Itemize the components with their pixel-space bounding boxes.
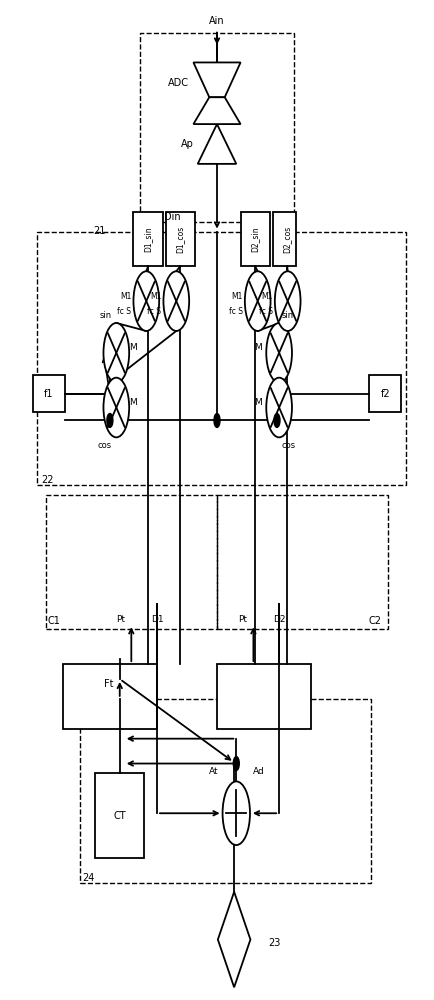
Circle shape xyxy=(266,323,292,383)
Bar xyxy=(133,212,163,266)
Bar xyxy=(63,664,157,729)
Circle shape xyxy=(245,271,270,331)
Text: Pt: Pt xyxy=(116,615,125,624)
Text: 21: 21 xyxy=(93,227,105,236)
Text: Ad: Ad xyxy=(253,767,264,776)
Circle shape xyxy=(266,378,292,437)
Text: Ain: Ain xyxy=(209,16,225,26)
Bar xyxy=(217,664,311,729)
Text: sin: sin xyxy=(100,311,112,320)
Text: f1: f1 xyxy=(44,389,53,399)
Circle shape xyxy=(274,413,280,427)
Text: D2: D2 xyxy=(273,615,286,624)
Text: cos: cos xyxy=(98,441,112,450)
Circle shape xyxy=(214,413,220,427)
Polygon shape xyxy=(198,124,236,164)
Bar xyxy=(240,212,270,266)
Polygon shape xyxy=(218,892,250,987)
Bar xyxy=(369,375,401,412)
Text: CT: CT xyxy=(113,811,126,821)
Circle shape xyxy=(103,323,129,383)
Text: M1: M1 xyxy=(231,292,243,301)
Polygon shape xyxy=(194,97,240,124)
Text: 24: 24 xyxy=(82,873,95,883)
Text: D1_sin: D1_sin xyxy=(144,226,152,252)
Text: M1: M1 xyxy=(150,292,161,301)
Text: 23: 23 xyxy=(268,938,281,948)
Circle shape xyxy=(233,757,239,770)
Bar xyxy=(37,232,405,485)
Text: 22: 22 xyxy=(41,475,54,485)
Text: f2: f2 xyxy=(380,389,390,399)
Text: M1: M1 xyxy=(261,292,273,301)
Circle shape xyxy=(103,378,129,437)
Circle shape xyxy=(133,271,159,331)
Bar xyxy=(46,495,217,629)
Text: C2: C2 xyxy=(369,616,382,626)
Text: M: M xyxy=(130,398,137,407)
Polygon shape xyxy=(194,62,240,97)
Text: ADC: ADC xyxy=(168,78,189,88)
Text: D2_sin: D2_sin xyxy=(250,226,260,252)
Text: Ft: Ft xyxy=(104,679,113,689)
Circle shape xyxy=(164,271,189,331)
Text: fc S: fc S xyxy=(147,307,161,316)
Text: sin: sin xyxy=(281,311,293,320)
Text: M: M xyxy=(254,398,262,407)
Text: M1: M1 xyxy=(120,292,132,301)
Text: M: M xyxy=(254,343,262,352)
Bar xyxy=(95,773,144,858)
Text: fc S: fc S xyxy=(229,307,243,316)
Text: C1: C1 xyxy=(48,616,61,626)
Text: Pt: Pt xyxy=(238,615,247,624)
Text: D1_cos: D1_cos xyxy=(176,225,184,253)
Circle shape xyxy=(107,413,113,427)
Bar xyxy=(80,699,371,883)
Text: Din: Din xyxy=(164,212,181,222)
Text: cos: cos xyxy=(281,441,296,450)
Text: D2_cos: D2_cos xyxy=(283,225,292,253)
Bar xyxy=(140,33,294,222)
Text: fc S: fc S xyxy=(259,307,273,316)
Text: At: At xyxy=(209,767,219,776)
Bar xyxy=(217,495,388,629)
Text: D1: D1 xyxy=(151,615,163,624)
Bar xyxy=(33,375,65,412)
Text: Ap: Ap xyxy=(181,139,194,149)
Bar xyxy=(166,212,195,266)
Circle shape xyxy=(223,781,250,845)
Text: M: M xyxy=(130,343,137,352)
Circle shape xyxy=(275,271,301,331)
Bar xyxy=(273,212,296,266)
Text: fc S: fc S xyxy=(117,307,132,316)
